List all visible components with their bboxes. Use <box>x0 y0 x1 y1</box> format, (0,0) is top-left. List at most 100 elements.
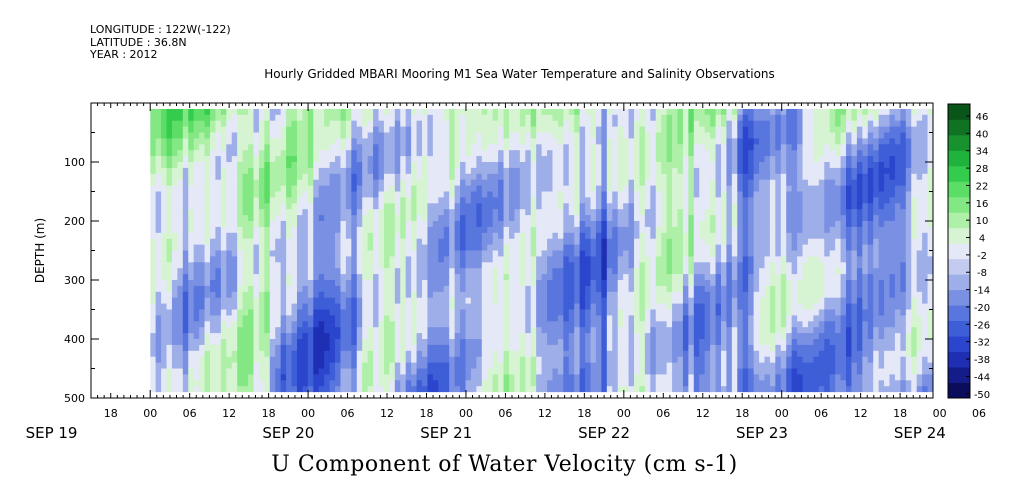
heatmap-cell <box>400 244 407 252</box>
heatmap-cell <box>492 108 499 116</box>
heatmap-cell <box>498 362 505 370</box>
heatmap-cell <box>585 144 592 151</box>
heatmap-cell <box>487 350 494 358</box>
heatmap-cell <box>634 256 641 263</box>
heatmap-cell <box>661 221 668 228</box>
heatmap-cell <box>547 215 554 222</box>
heatmap-cell <box>634 215 641 222</box>
heatmap-cell <box>416 321 423 328</box>
heatmap-cell <box>693 126 700 134</box>
heatmap-cell <box>525 333 532 340</box>
heatmap-cell <box>590 209 597 216</box>
heatmap-cell <box>345 274 352 281</box>
heatmap-cell <box>514 291 521 299</box>
heatmap-cell <box>318 291 325 299</box>
heatmap-cell <box>296 274 304 281</box>
heatmap-cell <box>204 209 211 216</box>
heatmap-cell <box>530 156 537 163</box>
heatmap-cell <box>693 344 700 352</box>
heatmap-cell <box>231 350 238 358</box>
heatmap-cell <box>693 167 700 175</box>
heatmap-cell <box>416 374 423 381</box>
heatmap-cell <box>373 315 380 322</box>
heatmap-cell <box>487 386 494 393</box>
heatmap-cell <box>585 344 592 352</box>
heatmap-cell <box>394 291 401 299</box>
heatmap-cell <box>481 179 488 187</box>
heatmap-cell <box>541 114 548 122</box>
heatmap-cell <box>481 185 488 193</box>
heatmap-cell <box>438 374 445 381</box>
heatmap-cell <box>280 132 287 139</box>
heatmap-cell <box>351 238 358 246</box>
heatmap-cell <box>514 321 521 328</box>
heatmap-cell <box>324 291 331 299</box>
heatmap-cell <box>427 303 434 311</box>
heatmap-cell <box>269 315 276 322</box>
heatmap-cell <box>345 215 352 222</box>
heatmap-cell <box>503 362 510 370</box>
heatmap-cell <box>264 203 271 210</box>
heatmap-cell <box>514 356 521 364</box>
heatmap-cell <box>416 226 423 234</box>
heatmap-cell <box>563 221 570 228</box>
heatmap-cell <box>688 144 695 151</box>
heatmap-cell <box>182 215 189 222</box>
heatmap-cell <box>443 250 450 257</box>
heatmap-cell <box>215 386 222 393</box>
heatmap-cell <box>264 179 271 187</box>
heatmap-cell <box>345 333 352 340</box>
heatmap-cell <box>498 126 505 134</box>
heatmap-cell <box>454 274 461 281</box>
heatmap-cell <box>166 132 173 139</box>
heatmap-cell <box>498 150 505 157</box>
heatmap-cell <box>487 256 494 263</box>
heatmap-cell <box>427 344 434 352</box>
heatmap-cell <box>275 191 282 198</box>
heatmap-cell <box>601 386 608 393</box>
heatmap-cell <box>557 315 564 322</box>
heatmap-cell <box>389 350 396 358</box>
heatmap-cell <box>650 262 657 269</box>
heatmap-cell <box>628 150 635 157</box>
heatmap-cell <box>530 232 537 240</box>
heatmap-cell <box>335 108 342 116</box>
heatmap-cell <box>307 362 314 370</box>
heatmap-cell <box>177 315 184 322</box>
heatmap-cell <box>617 114 624 122</box>
heatmap-cell <box>411 150 418 157</box>
heatmap-cell <box>302 156 309 163</box>
heatmap-cell <box>470 138 477 145</box>
heatmap-cell <box>188 356 195 364</box>
heatmap-cell <box>639 274 646 281</box>
heatmap-cell <box>639 144 646 151</box>
heatmap-cell <box>171 274 178 281</box>
heatmap-cell <box>693 191 700 198</box>
heatmap-cell <box>291 315 298 322</box>
heatmap-cell <box>275 356 282 364</box>
heatmap-cell <box>427 285 434 293</box>
heatmap-cell <box>557 274 564 281</box>
heatmap-cell <box>487 156 494 163</box>
heatmap-cell <box>449 126 456 134</box>
heatmap-cell <box>150 333 157 340</box>
heatmap-cell <box>340 132 347 139</box>
heatmap-cell <box>351 315 358 322</box>
heatmap-cell <box>296 162 304 169</box>
heatmap-cell <box>286 138 293 145</box>
heatmap-cell <box>634 238 641 246</box>
heatmap-cell <box>367 274 374 281</box>
heatmap-cell <box>362 362 369 370</box>
heatmap-cell <box>313 315 320 322</box>
heatmap-cell <box>335 162 342 169</box>
heatmap-cell <box>383 144 390 151</box>
heatmap-cell <box>682 303 689 311</box>
heatmap-cell <box>378 203 385 210</box>
heatmap-cell <box>171 162 178 169</box>
heatmap-cell <box>329 209 336 216</box>
heatmap-cell <box>335 285 342 293</box>
heatmap-cell <box>498 203 505 210</box>
heatmap-cell <box>650 162 657 169</box>
heatmap-cell <box>177 156 184 163</box>
heatmap-cell <box>161 167 168 175</box>
